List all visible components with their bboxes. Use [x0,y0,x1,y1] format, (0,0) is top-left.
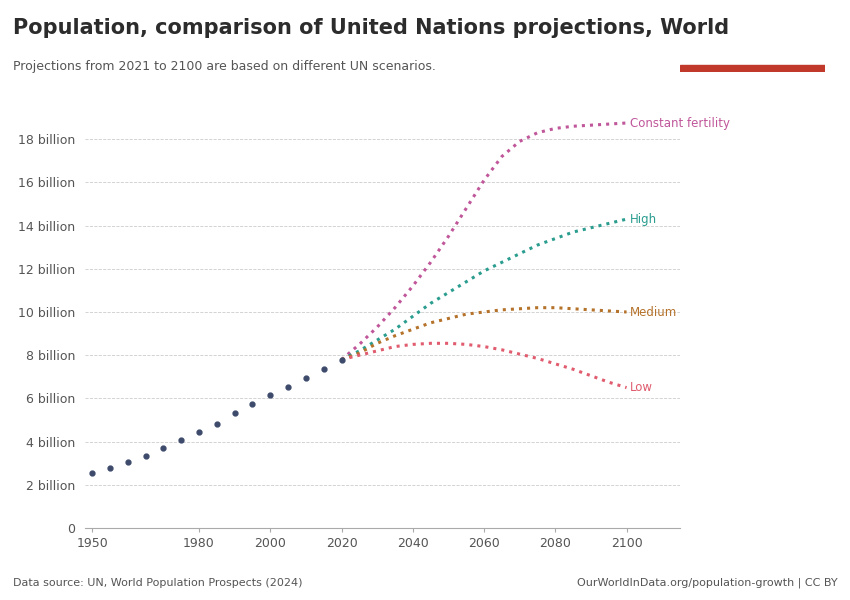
Text: Our World: Our World [721,30,784,40]
Text: Projections from 2021 to 2100 are based on different UN scenarios.: Projections from 2021 to 2100 are based … [13,60,435,73]
Text: Medium: Medium [630,305,677,319]
Text: High: High [630,212,657,226]
Text: Constant fertility: Constant fertility [630,116,730,130]
Text: Population, comparison of United Nations projections, World: Population, comparison of United Nations… [13,18,728,38]
Text: Low: Low [630,381,653,394]
Bar [680,65,824,72]
Text: in Data: in Data [730,48,774,58]
Text: OurWorldInData.org/population-growth | CC BY: OurWorldInData.org/population-growth | C… [576,577,837,588]
Text: Data source: UN, World Population Prospects (2024): Data source: UN, World Population Prospe… [13,578,303,588]
